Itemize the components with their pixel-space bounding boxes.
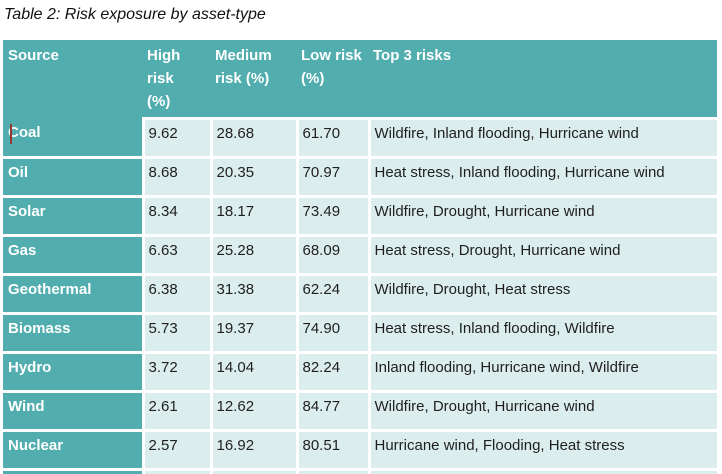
column-header-top3-risks: Top 3 risks — [369, 40, 717, 119]
cell-medium-risk: 18.17 — [209, 195, 297, 236]
cell-top3-risks: Inland flooding, Hurricane wind, Wildfir… — [367, 351, 717, 392]
row-header-source: Gas — [3, 234, 143, 275]
source-label: Oil — [8, 164, 29, 181]
table-row: Solar 8.34 18.17 73.49 Wildfire, Drought… — [3, 195, 717, 236]
cell-high-risk: 8.34 — [141, 195, 211, 236]
table-row: Nuclear 2.57 16.92 80.51 Hurricane wind,… — [3, 429, 717, 470]
cell-high-risk: 9.62 — [141, 117, 211, 158]
cell-low-risk: 70.97 — [295, 156, 369, 197]
cell-medium-risk: 31.38 — [209, 273, 297, 314]
cell-low-risk: 73.49 — [295, 195, 369, 236]
table-caption: Table 2: Risk exposure by asset-type — [4, 6, 266, 23]
cell-top3-risks: Wildfire, Inland flooding, Hurricane win… — [367, 117, 717, 158]
row-header-source: Oil — [3, 156, 143, 197]
cell-medium-risk: 28.68 — [209, 117, 297, 158]
cell-low-risk: 62.24 — [295, 273, 369, 314]
cell-high-risk: 0.28 — [141, 468, 211, 474]
table-row: Coal 9.62 28.68 61.70 Wildfire, Inland f… — [3, 117, 717, 158]
table-row: Hydro 3.72 14.04 82.24 Inland flooding, … — [3, 351, 717, 392]
cell-top3-risks: Wildfire, Drought, Heat stress — [367, 273, 717, 314]
cell-low-risk: 89.14 — [295, 468, 369, 474]
cell-high-risk: 5.73 — [141, 312, 211, 353]
cell-medium-risk: 20.35 — [209, 156, 297, 197]
cell-high-risk: 6.38 — [141, 273, 211, 314]
source-label: Biomass — [8, 320, 71, 337]
table-row: Waste 0.28 10.58 89.14 Hurricane wind, I… — [3, 468, 717, 474]
source-label: Gas — [8, 242, 37, 259]
cell-high-risk: 3.72 — [141, 351, 211, 392]
row-header-source: Hydro — [3, 351, 143, 392]
table-row: Gas 6.63 25.28 68.09 Heat stress, Drough… — [3, 234, 717, 275]
row-header-source: Biomass — [3, 312, 143, 353]
cell-low-risk: 61.70 — [295, 117, 369, 158]
table-row: Wind 2.61 12.62 84.77 Wildfire, Drought,… — [3, 390, 717, 431]
row-header-source: Coal — [3, 118, 143, 158]
risk-exposure-table: Source High risk (%) Medium risk (%) Low… — [3, 40, 717, 474]
cell-top3-risks: Heat stress, Inland flooding, Wildfire — [367, 312, 717, 353]
cell-low-risk: 74.90 — [295, 312, 369, 353]
cell-low-risk: 80.51 — [295, 429, 369, 470]
cell-top3-risks: Wildfire, Drought, Hurricane wind — [367, 195, 717, 236]
source-label: Hydro — [8, 359, 52, 376]
column-header-low-risk: Low risk (%) — [297, 40, 369, 119]
source-label: Solar — [8, 203, 46, 220]
column-header-high-risk: High risk (%) — [143, 40, 211, 119]
source-label: Nuclear — [8, 437, 64, 454]
cell-top3-risks: Hurricane wind, Flooding, Heat stress — [367, 429, 717, 470]
row-header-source: Wind — [3, 390, 143, 431]
cell-medium-risk: 25.28 — [209, 234, 297, 275]
cell-low-risk: 84.77 — [295, 390, 369, 431]
row-header-source: Geothermal — [3, 273, 143, 314]
column-header-source: Source — [3, 40, 143, 119]
table-row: Biomass 5.73 19.37 74.90 Heat stress, In… — [3, 312, 717, 353]
cell-medium-risk: 12.62 — [209, 390, 297, 431]
cell-medium-risk: 16.92 — [209, 429, 297, 470]
row-header-source: Nuclear — [3, 429, 143, 470]
cell-medium-risk: 19.37 — [209, 312, 297, 353]
cell-medium-risk: 14.04 — [209, 351, 297, 392]
text-cursor — [10, 123, 12, 144]
cell-low-risk: 82.24 — [295, 351, 369, 392]
cell-high-risk: 6.63 — [141, 234, 211, 275]
source-label: Wind — [8, 398, 45, 415]
cell-medium-risk: 10.58 — [209, 468, 297, 474]
cell-high-risk: 2.57 — [141, 429, 211, 470]
header-row: Source High risk (%) Medium risk (%) Low… — [3, 40, 717, 119]
row-header-source: Solar — [3, 195, 143, 236]
cell-low-risk: 68.09 — [295, 234, 369, 275]
table-row: Geothermal 6.38 31.38 62.24 Wildfire, Dr… — [3, 273, 717, 314]
column-header-medium-risk: Medium risk (%) — [211, 40, 297, 119]
row-header-source: Waste — [3, 468, 143, 474]
cell-high-risk: 8.68 — [141, 156, 211, 197]
cell-top3-risks: Wildfire, Drought, Hurricane wind — [367, 390, 717, 431]
source-label: Coal — [8, 123, 41, 141]
source-label: Geothermal — [8, 281, 92, 298]
cell-high-risk: 2.61 — [141, 390, 211, 431]
cell-top3-risks: Hurricane wind, Inland, Heat stress — [367, 468, 717, 474]
table-row: Oil 8.68 20.35 70.97 Heat stress, Inland… — [3, 156, 717, 197]
cell-top3-risks: Heat stress, Drought, Hurricane wind — [367, 234, 717, 275]
cell-top3-risks: Heat stress, Inland flooding, Hurricane … — [367, 156, 717, 197]
